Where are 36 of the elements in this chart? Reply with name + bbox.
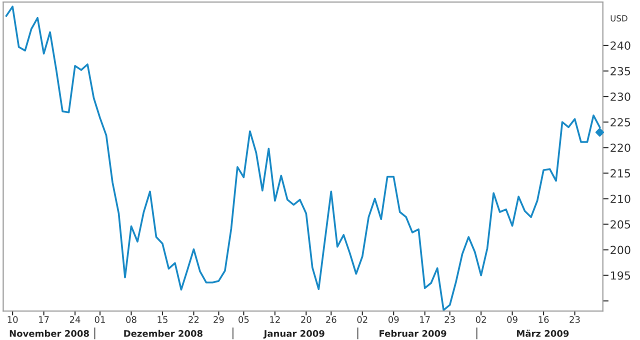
y-tick-label: 230 xyxy=(610,92,630,101)
x-tick-label: 20 xyxy=(301,316,312,323)
text: Dezember 2008 xyxy=(124,330,202,337)
x-tick-label: 26 xyxy=(326,316,336,323)
y-tick-label: 215 xyxy=(610,169,630,178)
y-tick-label: 235 xyxy=(610,66,630,76)
x-tick-label: 22 xyxy=(188,316,199,323)
x-tick-label: 24 xyxy=(70,316,80,323)
x-tick-label: 23 xyxy=(570,316,580,323)
y-tick-label: 240 xyxy=(610,41,630,50)
x-tick-label: 02 xyxy=(357,316,368,323)
x-tick-label: 05 xyxy=(238,316,249,323)
x-tick-label: 17 xyxy=(420,316,430,323)
y-tick-label: 195 xyxy=(611,271,630,280)
text: März 2009 xyxy=(517,330,569,337)
y-tick-label: 200 xyxy=(610,246,630,254)
y-tick-label: 225 xyxy=(610,118,630,126)
x-tick-label: 09 xyxy=(388,316,399,323)
x-tick-label: 29 xyxy=(214,316,224,323)
x-tick-label: 15 xyxy=(158,316,168,323)
y-axis-title: USD xyxy=(610,15,628,22)
y-tick-label: 205 xyxy=(610,220,630,229)
x-tick-label: 16 xyxy=(538,316,549,323)
y-tick-label: 210 xyxy=(610,194,630,204)
text: Februar 2009 xyxy=(380,330,446,337)
x-tick-label: 12 xyxy=(270,316,280,323)
text: Januar 2009 xyxy=(263,330,324,339)
x-tick-label: 23 xyxy=(444,316,455,323)
x-tick-label: 09 xyxy=(507,316,518,323)
x-tick-label: 08 xyxy=(126,316,136,323)
x-tick-label: 01 xyxy=(94,316,105,323)
x-tick-label: 02 xyxy=(476,316,486,323)
x-tick-label: 10 xyxy=(8,316,18,323)
y-tick-label: 220 xyxy=(610,144,630,152)
x-tick-label: 17 xyxy=(39,316,49,323)
text: November 2008 xyxy=(10,330,89,337)
